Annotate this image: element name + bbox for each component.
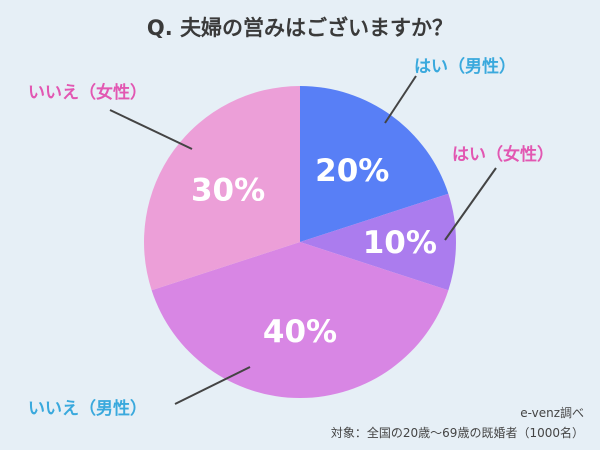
slice-no-male (151, 242, 449, 398)
credit-target: 対象：全国の20歳〜69歳の既婚者（1000名） (330, 426, 584, 440)
pct-yes-male: 20% (315, 153, 389, 189)
label-yes-female: はい（女性） (452, 145, 554, 165)
leader-line (109, 109, 193, 150)
leader-line (384, 75, 417, 124)
label-no-female: いいえ（女性） (28, 83, 147, 103)
label-yes-male: はい（男性） (414, 57, 516, 77)
slice-yes-male (300, 86, 449, 242)
slice-yes-female (300, 193, 456, 291)
slice-no-female (143, 85, 300, 291)
chart-title: Q. 夫婦の営みはございますか？ (146, 16, 454, 40)
leader-line (444, 167, 497, 241)
label-no-male: いいえ（男性） (28, 399, 147, 419)
pct-no-male: 40% (263, 314, 337, 350)
pct-no-female: 30% (191, 173, 265, 209)
leader-line (174, 366, 251, 405)
pct-yes-female: 10% (363, 225, 437, 261)
credit-source: e-venz調べ (520, 406, 584, 420)
